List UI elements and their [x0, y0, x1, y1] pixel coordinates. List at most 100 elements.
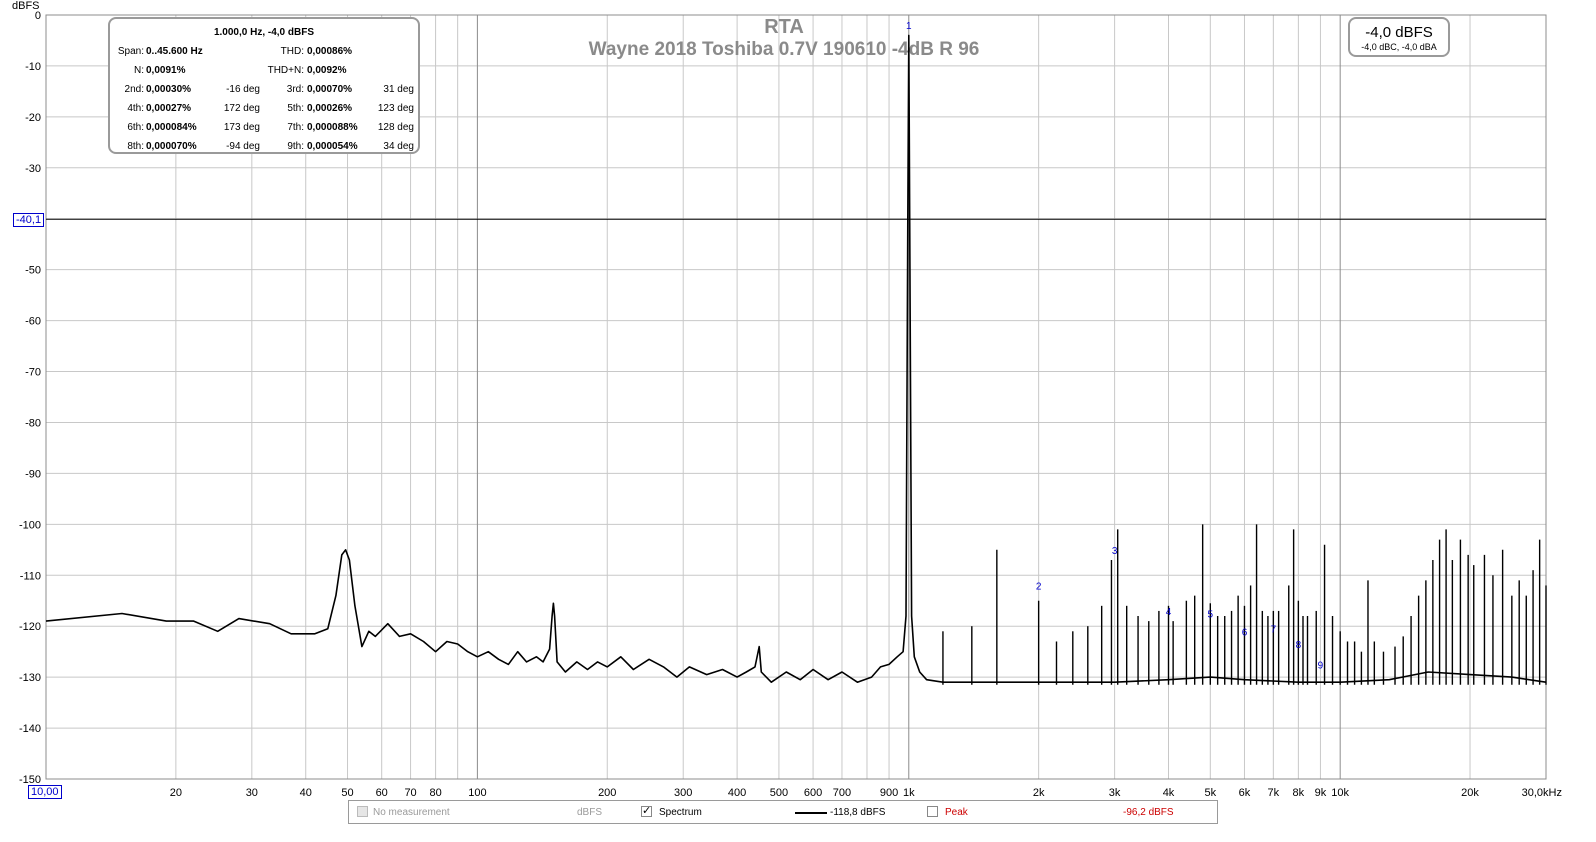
harmonic-label: 8th: [127, 141, 144, 152]
x-tick-label: 5k [1204, 787, 1216, 799]
legend-bar: No measurement dBFS Spectrum -118,8 dBFS… [348, 800, 1218, 824]
harmonic-row: 8th: 0,000070% -94 deg 9th: 0,000054% 34 deg [110, 141, 422, 155]
x-tick-label: 600 [804, 787, 822, 799]
peak-checkbox[interactable] [927, 806, 938, 817]
harmonic-label: 6th: [127, 122, 144, 133]
x-start-tag[interactable]: 10,00 [28, 785, 62, 799]
x-tick-label: 4k [1163, 787, 1175, 799]
harmonic-marker: 7 [1271, 625, 1277, 636]
x-tick-label: 60 [376, 787, 388, 799]
y-tick-label: -130 [19, 672, 41, 684]
harmonic-phase: 34 deg [383, 141, 414, 152]
harmonic-value: 0,00026% [307, 103, 353, 114]
spectrum-line-swatch [795, 812, 827, 814]
harmonic-value: 0,000070% [146, 141, 197, 152]
level-sub: -4,0 dBC, -4,0 dBA [1361, 42, 1437, 52]
harmonic-phase: 123 deg [377, 103, 414, 114]
distortion-info-panel: 1.000,0 Hz, -4,0 dBFS Span: 0..45.600 Hz… [108, 17, 420, 154]
thd-label: THD: [280, 46, 304, 57]
span-value: 0..45.600 Hz [146, 46, 203, 57]
y-tick-label: -110 [20, 570, 41, 582]
harmonic-value: 0,00030% [146, 84, 192, 95]
y-tick-label: 0 [35, 10, 41, 22]
harmonic-marker: 8 [1296, 640, 1302, 651]
x-tick-label: 30,0kHz [1522, 787, 1562, 799]
no-measurement-unit: dBFS [577, 807, 603, 818]
x-tick-label: 40 [300, 787, 312, 799]
chart-title: RTA [764, 16, 804, 38]
harmonic-value: 0,000084% [146, 122, 197, 133]
y-tick-label: -80 [25, 417, 41, 429]
harmonic-marker: 1 [906, 21, 912, 32]
x-tick-label: 7k [1268, 787, 1280, 799]
no-measurement-label: No measurement [373, 807, 450, 818]
cursor-level-tag[interactable]: -40,1 [13, 213, 45, 227]
y-tick-label: -20 [25, 112, 41, 124]
info-title: 1.000,0 Hz, -4,0 dBFS [213, 27, 315, 38]
level-readout: -4,0 dBFS -4,0 dBC, -4,0 dBA [1348, 17, 1450, 57]
y-tick-label: -100 [19, 519, 41, 531]
peak-label: Peak [945, 807, 968, 818]
harmonic-row: 6th: 0,000084% 173 deg 7th: 0,000088% 128 deg [110, 122, 422, 136]
x-tick-label: 3k [1109, 787, 1121, 799]
x-tick-label: 1k [903, 787, 915, 799]
x-tick-label: 200 [598, 787, 616, 799]
harmonic-phase: -16 deg [226, 84, 260, 95]
y-tick-label: -10 [25, 61, 41, 73]
x-tick-label: 80 [429, 787, 441, 799]
y-tick-label: -60 [25, 316, 41, 328]
thd-value: 0,00086% [307, 46, 353, 57]
y-tick-label: -30 [25, 163, 41, 175]
harmonic-label: 5th: [287, 103, 304, 114]
x-tick-label: 300 [674, 787, 692, 799]
harmonic-phase: 172 deg [223, 103, 260, 114]
harmonic-marker: 2 [1036, 581, 1042, 592]
x-tick-label: 8k [1293, 787, 1305, 799]
n-label: N: [134, 65, 144, 76]
harmonic-marker: 5 [1208, 609, 1214, 620]
harmonic-label: 3rd: [286, 84, 304, 95]
y-tick-label: -150 [19, 774, 41, 786]
spectrum-series-line [45, 34, 1547, 684]
x-tick-label: 700 [833, 787, 851, 799]
y-tick-label: -70 [25, 367, 41, 379]
y-tick-label: -140 [19, 723, 41, 735]
info-row-span: Span: 0..45.600 Hz THD: 0,00086% [110, 46, 422, 60]
harmonic-phase: 128 deg [377, 122, 414, 133]
harmonic-marker: 6 [1242, 627, 1248, 638]
x-tick-label: 900 [880, 787, 898, 799]
no-measurement-checkbox[interactable] [357, 806, 368, 817]
harmonic-phase: 31 deg [383, 84, 414, 95]
harmonic-marker: 9 [1318, 660, 1324, 671]
level-main: -4,0 dBFS [1365, 24, 1433, 41]
plot-frame [45, 14, 1547, 780]
x-tick-label: 50 [341, 787, 353, 799]
harmonic-value: 0,000088% [307, 122, 358, 133]
n-value: 0,0091% [146, 65, 186, 76]
thdn-value: 0,0092% [307, 65, 347, 76]
harmonic-value: 0,00070% [307, 84, 353, 95]
x-tick-label: 30 [246, 787, 258, 799]
span-label: Span: [117, 46, 144, 57]
harmonic-row: 4th: 0,00027% 172 deg 5th: 0,00026% 123 deg [110, 103, 422, 117]
x-tick-label: 500 [770, 787, 788, 799]
y-axis-unit: dBFS [12, 0, 40, 12]
harmonic-row: 2nd: 0,00030% -16 deg 3rd: 0,00070% 31 deg [110, 84, 422, 98]
harmonic-label: 2nd: [124, 84, 144, 95]
harmonic-label: 7th: [287, 122, 304, 133]
thdn-label: THD+N: [267, 65, 304, 76]
y-tick-label: -120 [19, 621, 41, 633]
harmonic-label: 9th: [287, 141, 304, 152]
spectrum-label: Spectrum [659, 807, 702, 818]
x-tick-label: 9k [1315, 787, 1327, 799]
info-row-noise: N: 0,0091% THD+N: 0,0092% [110, 65, 422, 79]
x-tick-label: 100 [468, 787, 486, 799]
x-tick-label: 400 [728, 787, 746, 799]
spectrum-value: -118,8 dBFS [830, 807, 886, 818]
x-tick-label: 6k [1239, 787, 1251, 799]
harmonic-phase: 173 deg [223, 122, 260, 133]
harmonic-marker: 3 [1112, 546, 1118, 557]
spectrum-checkbox[interactable] [641, 804, 652, 817]
harmonic-marker: 4 [1166, 607, 1172, 618]
